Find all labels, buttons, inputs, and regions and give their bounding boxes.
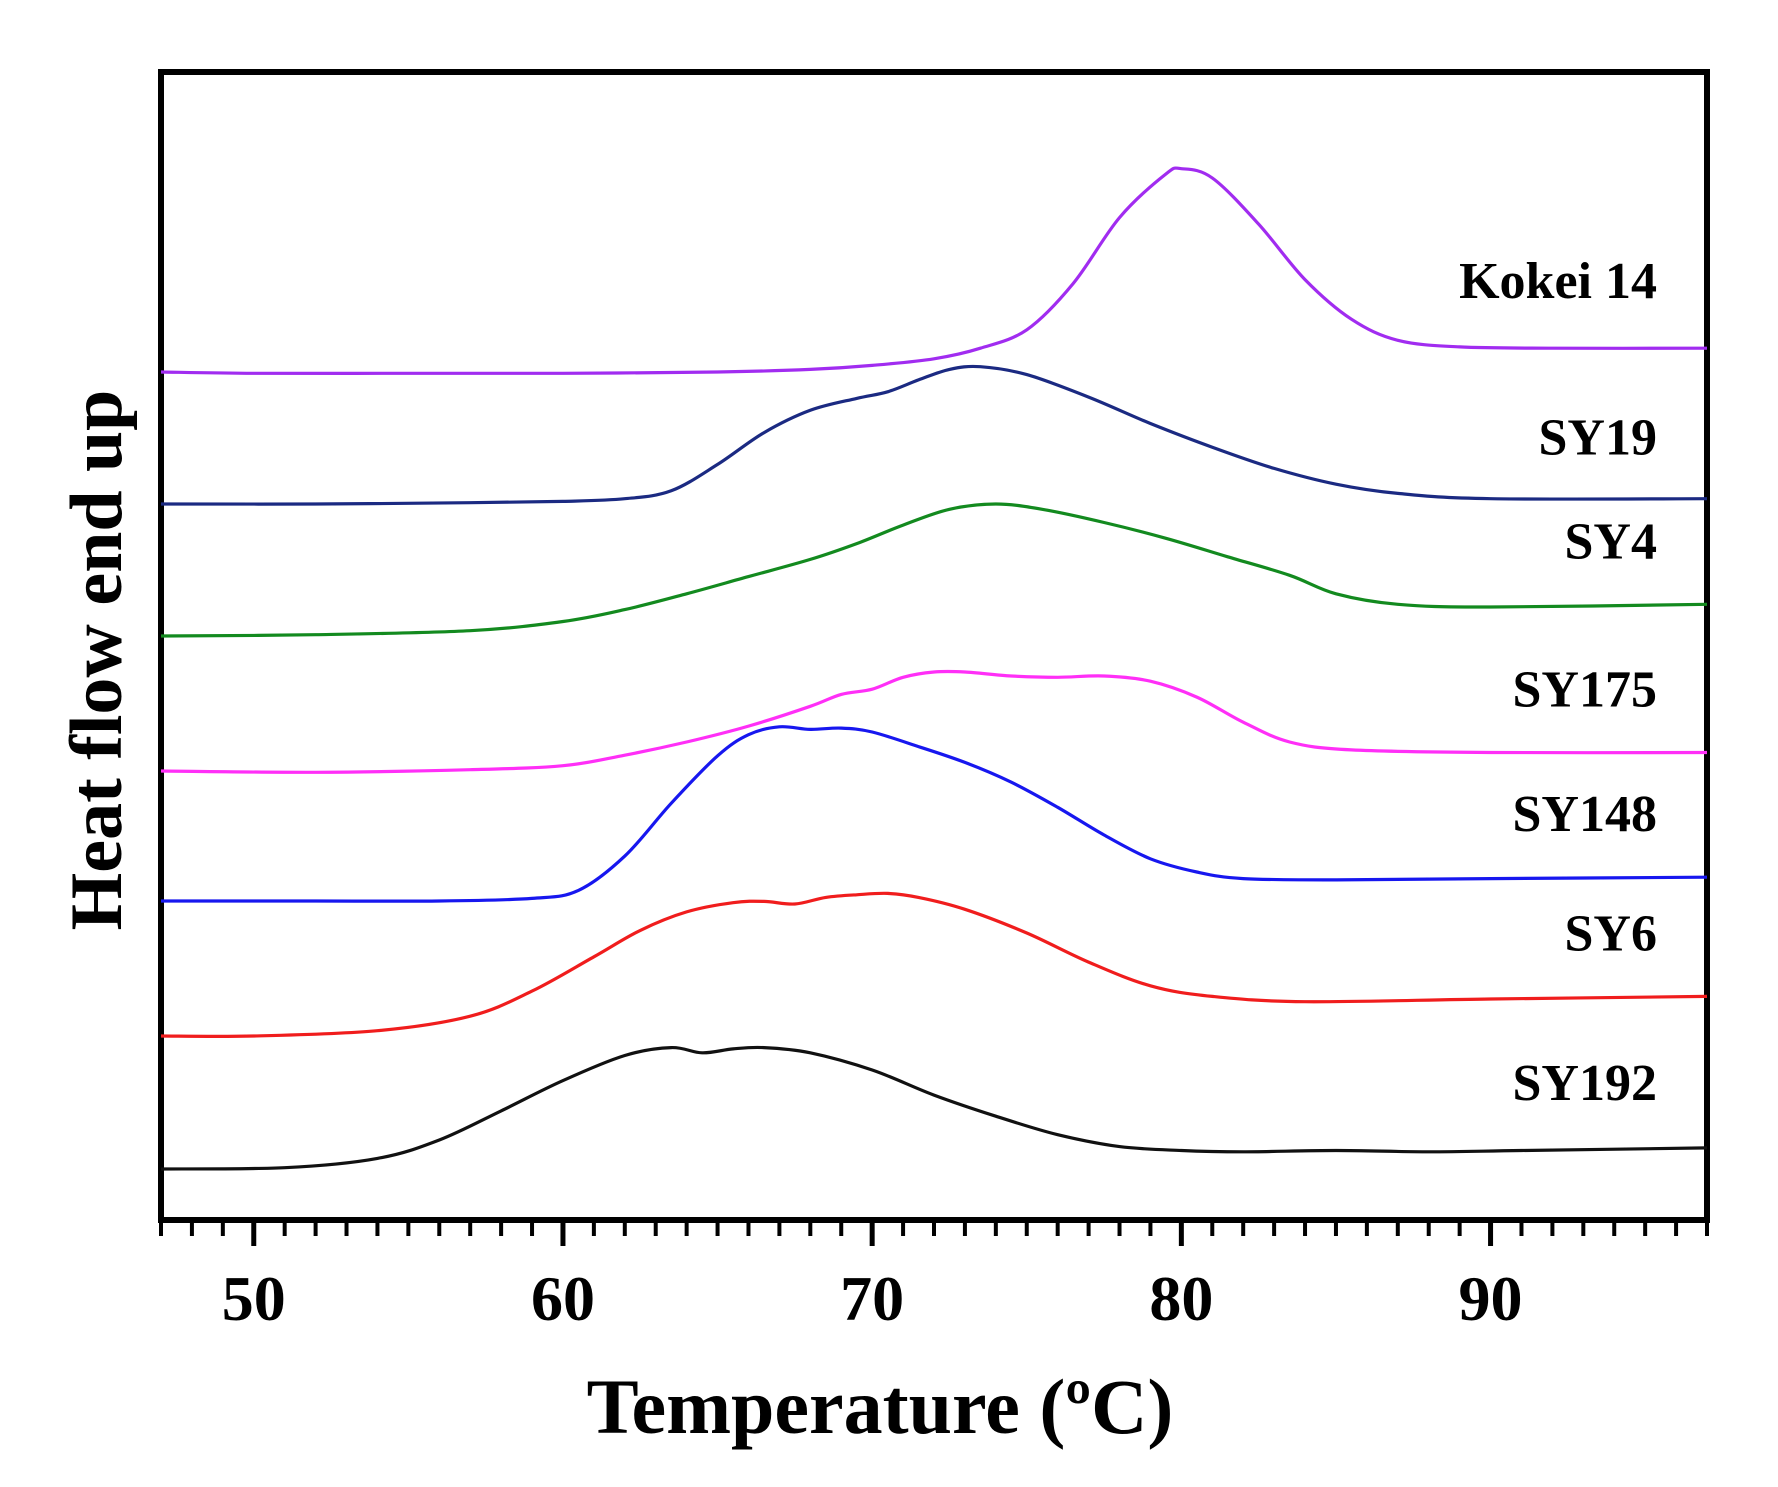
series-label: SY192 — [1513, 1055, 1657, 1112]
series-label: SY6 — [1565, 905, 1657, 962]
series-label: SY4 — [1565, 513, 1657, 570]
plot-frame — [158, 69, 1710, 1223]
series-label: SY175 — [1513, 662, 1657, 719]
x-tick-label: 60 — [531, 1263, 595, 1334]
series-line-kokei-14 — [160, 166, 1708, 375]
series-label: SY19 — [1539, 410, 1657, 467]
x-tick-label: 90 — [1459, 1263, 1523, 1334]
series-line-sy148 — [160, 725, 1708, 903]
series-line-sy19 — [160, 364, 1708, 506]
series-label-layer: Kokei 14 SY19 SY4 SY175 SY148 SY6 SY192 — [1459, 253, 1657, 1112]
x-tick-label: 80 — [1149, 1263, 1213, 1334]
series-label: Kokei 14 — [1459, 253, 1657, 310]
x-axis-title: Temperature (ºC) — [587, 1363, 1174, 1450]
series-line-sy4 — [160, 502, 1708, 638]
x-tick-label: 50 — [222, 1263, 286, 1334]
y-axis-title: Heat flow end up — [56, 390, 138, 931]
x-axis-ticks: 50 60 70 80 90 — [159, 1220, 1709, 1334]
x-tick-label: 70 — [840, 1263, 904, 1334]
series-layer — [160, 166, 1708, 1171]
series-line-sy192 — [160, 1045, 1708, 1171]
series-line-sy175 — [160, 669, 1708, 774]
series-label: SY148 — [1513, 786, 1657, 843]
series-line-sy6 — [160, 891, 1708, 1038]
